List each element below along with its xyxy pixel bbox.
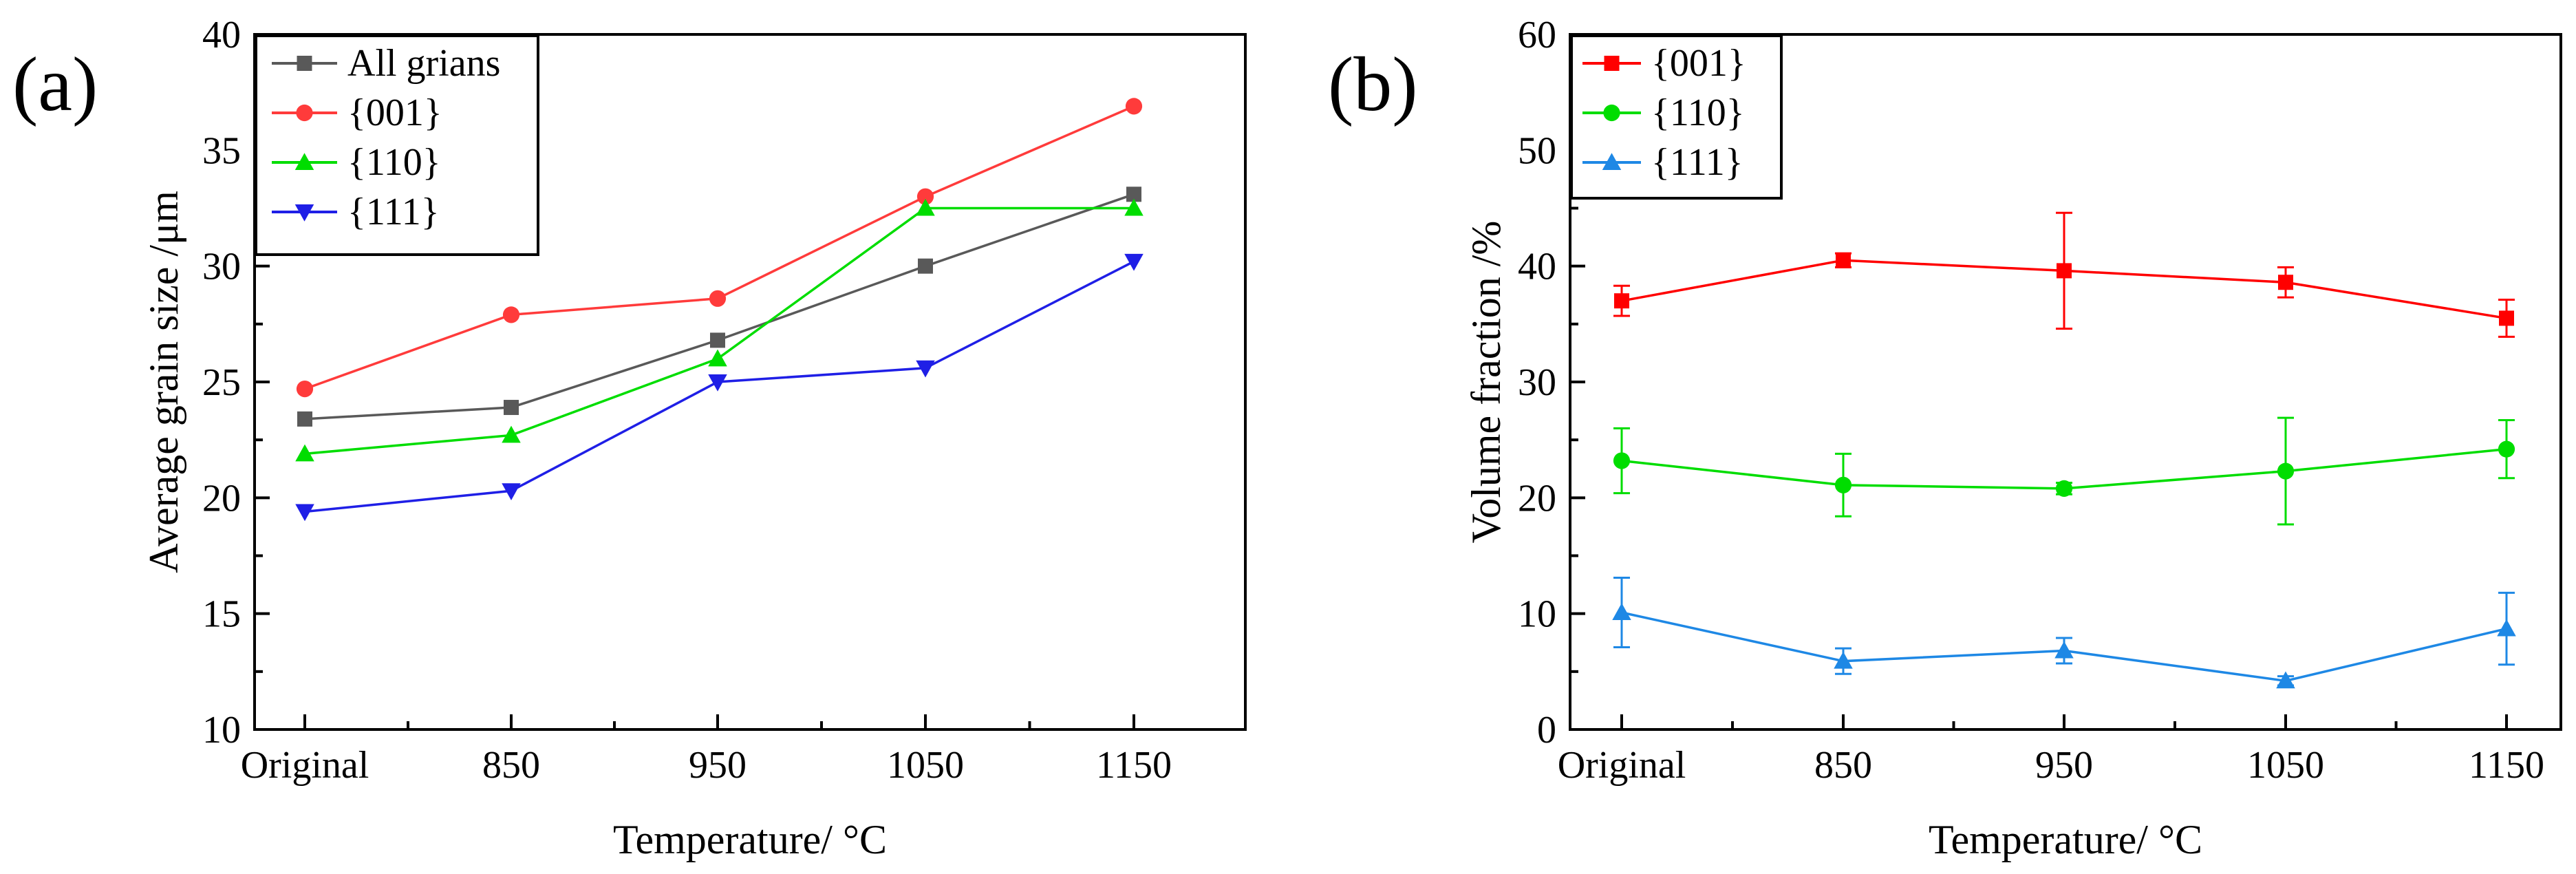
panel-a-xlabel: Temperature/ °C <box>613 817 887 862</box>
data-point <box>710 332 725 348</box>
data-point <box>2277 462 2295 480</box>
panel-b-ylabel: Volume fraction /% <box>1463 221 1509 544</box>
data-point <box>295 504 314 522</box>
data-point <box>2276 671 2295 689</box>
data-point <box>1124 198 1144 216</box>
data-point <box>297 411 312 427</box>
panel-b-legend: {001} {110} {111} <box>1570 34 1783 200</box>
legend-marker <box>1602 153 1622 170</box>
legend-marker <box>294 204 314 222</box>
data-point <box>502 483 521 500</box>
data-point <box>1613 452 1631 469</box>
data-point <box>2499 310 2514 326</box>
data-point <box>1834 651 1853 669</box>
x-tick-label: 950 <box>689 744 747 787</box>
panel-a-ylabel: Average grain size /μm <box>141 191 186 573</box>
data-point <box>916 188 934 205</box>
x-tick-label: 850 <box>1814 744 1872 787</box>
data-point <box>1612 603 1631 620</box>
data-point <box>709 290 727 307</box>
y-tick-label: 40 <box>1518 246 1556 288</box>
data-point <box>1126 186 1141 202</box>
x-tick-label: Original <box>1558 744 1686 787</box>
data-point <box>295 444 314 462</box>
legend-label: {001} <box>1651 42 1746 85</box>
panel-a-label: (a) <box>12 42 98 127</box>
data-point <box>2497 619 2516 637</box>
legend-marker <box>1604 56 1620 71</box>
data-point <box>708 374 727 392</box>
data-point <box>916 360 935 378</box>
data-point <box>502 306 520 323</box>
data-point <box>918 258 933 274</box>
x-tick-label: 850 <box>482 744 540 787</box>
data-point <box>1614 293 1629 309</box>
data-point <box>2278 275 2293 290</box>
data-point <box>916 198 935 216</box>
x-tick-label: 1150 <box>2469 744 2544 787</box>
legend-label: {110} <box>1651 92 1745 134</box>
x-tick-label: 1150 <box>1096 744 1172 787</box>
y-tick-label: 25 <box>202 361 241 404</box>
y-tick-label: 10 <box>202 709 241 752</box>
data-point <box>2054 641 2074 659</box>
data-point <box>2057 263 2072 279</box>
y-tick-label: 50 <box>1518 129 1556 172</box>
legend-marker <box>294 153 314 170</box>
legend-label: {111} <box>347 191 440 233</box>
data-point <box>2498 440 2515 458</box>
x-tick-label: 950 <box>2035 744 2093 787</box>
data-point <box>502 425 521 443</box>
y-tick-label: 40 <box>202 14 241 56</box>
data-point <box>504 400 519 416</box>
data-point <box>1834 476 1852 493</box>
y-tick-label: 20 <box>1518 477 1556 520</box>
legend-label: {111} <box>1651 141 1743 184</box>
x-tick-label: Original <box>241 744 369 787</box>
y-tick-label: 35 <box>202 129 241 172</box>
panel-a-legend: All grians {001} {110} {111} <box>255 34 539 256</box>
panel-b-label: (b) <box>1328 42 1418 127</box>
data-point <box>1124 253 1144 271</box>
data-point <box>708 349 727 367</box>
legend-marker <box>297 56 312 71</box>
y-tick-label: 10 <box>1518 593 1556 636</box>
legend-marker <box>296 104 313 122</box>
y-tick-label: 0 <box>1537 709 1556 752</box>
legend-label: All grians <box>347 42 500 85</box>
y-tick-label: 30 <box>202 246 241 288</box>
x-tick-label: 1050 <box>2247 744 2324 787</box>
data-point <box>1836 253 1851 268</box>
panel-b-xlabel: Temperature/ °C <box>1929 817 2202 862</box>
y-tick-label: 60 <box>1518 14 1556 56</box>
data-point <box>296 381 314 398</box>
y-tick-label: 20 <box>202 477 241 520</box>
data-point <box>1125 98 1143 115</box>
legend-label: {110} <box>347 141 441 184</box>
legend-label: {001} <box>347 92 442 134</box>
y-tick-label: 15 <box>202 593 241 636</box>
y-tick-label: 30 <box>1518 361 1556 404</box>
x-tick-label: 1050 <box>887 744 964 787</box>
data-point <box>2055 480 2073 497</box>
legend-marker <box>1603 104 1620 122</box>
